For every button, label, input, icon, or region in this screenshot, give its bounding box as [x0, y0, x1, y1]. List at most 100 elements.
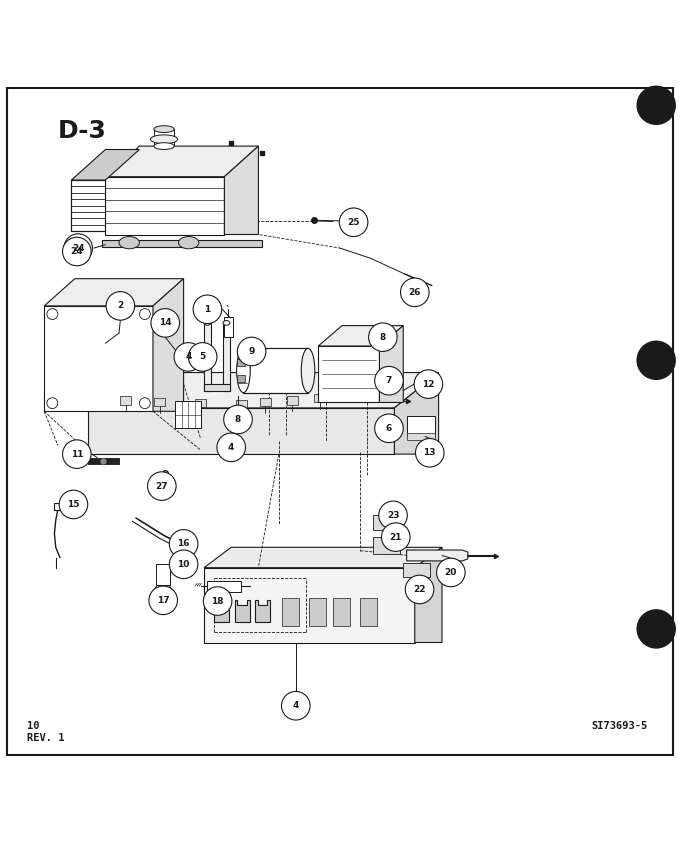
Bar — [309, 599, 326, 626]
Text: 7: 7 — [386, 376, 392, 385]
Bar — [403, 563, 430, 577]
Bar — [314, 395, 325, 402]
Text: 16: 16 — [177, 540, 190, 549]
Circle shape — [169, 550, 198, 578]
Polygon shape — [105, 177, 224, 234]
Circle shape — [63, 440, 91, 469]
Text: 23: 23 — [387, 511, 399, 520]
Text: 8: 8 — [379, 333, 386, 341]
Text: 17: 17 — [157, 596, 169, 604]
Bar — [243, 348, 308, 393]
Bar — [120, 396, 131, 405]
Text: 27: 27 — [156, 481, 168, 491]
Polygon shape — [88, 408, 394, 454]
Circle shape — [637, 609, 675, 648]
Polygon shape — [235, 600, 250, 622]
Circle shape — [369, 323, 397, 352]
Bar — [282, 599, 299, 626]
Polygon shape — [44, 279, 184, 306]
Circle shape — [203, 587, 232, 615]
Circle shape — [149, 586, 177, 615]
Circle shape — [148, 472, 176, 501]
Polygon shape — [394, 373, 439, 454]
Circle shape — [193, 295, 222, 324]
Circle shape — [224, 405, 252, 434]
Circle shape — [151, 309, 180, 337]
Text: 24: 24 — [72, 244, 84, 253]
Circle shape — [63, 237, 91, 266]
Text: 26: 26 — [409, 287, 421, 297]
Polygon shape — [102, 240, 262, 247]
Text: 20: 20 — [445, 568, 457, 577]
Bar — [237, 359, 245, 366]
Text: 6: 6 — [386, 424, 392, 432]
Ellipse shape — [154, 126, 174, 132]
Bar — [333, 599, 350, 626]
Circle shape — [139, 398, 150, 409]
Circle shape — [381, 523, 410, 551]
Polygon shape — [318, 325, 403, 346]
Circle shape — [405, 575, 434, 604]
Text: 14: 14 — [159, 319, 171, 327]
Polygon shape — [415, 547, 442, 642]
Circle shape — [169, 529, 198, 558]
Bar — [207, 581, 241, 592]
Ellipse shape — [301, 348, 315, 393]
Polygon shape — [255, 600, 270, 622]
Circle shape — [47, 309, 58, 319]
Polygon shape — [88, 373, 439, 408]
Bar — [236, 400, 247, 408]
Circle shape — [375, 414, 403, 443]
Polygon shape — [318, 346, 379, 402]
Polygon shape — [204, 323, 211, 391]
Text: 4: 4 — [292, 701, 299, 711]
Circle shape — [375, 367, 403, 395]
Bar — [154, 129, 174, 146]
Text: 4: 4 — [185, 352, 192, 362]
Polygon shape — [54, 497, 68, 510]
Polygon shape — [204, 547, 442, 567]
Text: 11: 11 — [71, 449, 83, 459]
Bar — [260, 398, 271, 405]
Polygon shape — [44, 306, 153, 411]
Bar — [360, 599, 377, 626]
Circle shape — [59, 490, 88, 518]
Circle shape — [139, 309, 150, 319]
Text: 24: 24 — [71, 247, 83, 256]
Circle shape — [379, 501, 407, 529]
Polygon shape — [214, 600, 229, 622]
Bar — [88, 458, 119, 464]
Ellipse shape — [237, 348, 250, 393]
Bar — [224, 318, 233, 336]
Circle shape — [106, 292, 135, 320]
Polygon shape — [224, 146, 258, 234]
Ellipse shape — [119, 237, 139, 249]
Circle shape — [637, 341, 675, 379]
Text: 5: 5 — [199, 352, 206, 362]
Polygon shape — [204, 384, 230, 391]
Text: 21: 21 — [390, 533, 402, 541]
Circle shape — [437, 558, 465, 587]
Text: 1: 1 — [204, 305, 211, 314]
Text: 22: 22 — [413, 585, 426, 594]
Ellipse shape — [204, 320, 211, 325]
Text: 13: 13 — [424, 448, 436, 457]
Ellipse shape — [154, 142, 174, 149]
Text: 25: 25 — [347, 217, 360, 227]
Circle shape — [217, 433, 245, 462]
Text: 18: 18 — [211, 597, 224, 605]
Circle shape — [401, 278, 429, 307]
Ellipse shape — [223, 320, 230, 325]
Circle shape — [237, 337, 266, 366]
Text: 8: 8 — [235, 415, 241, 424]
Text: 4: 4 — [228, 443, 235, 452]
Polygon shape — [71, 180, 105, 231]
Ellipse shape — [178, 237, 199, 249]
Bar — [373, 515, 396, 530]
Bar — [237, 375, 245, 382]
Text: 2: 2 — [117, 302, 124, 310]
Text: 15: 15 — [67, 500, 80, 509]
Polygon shape — [407, 550, 468, 561]
Bar — [407, 416, 435, 437]
Bar — [373, 537, 400, 554]
